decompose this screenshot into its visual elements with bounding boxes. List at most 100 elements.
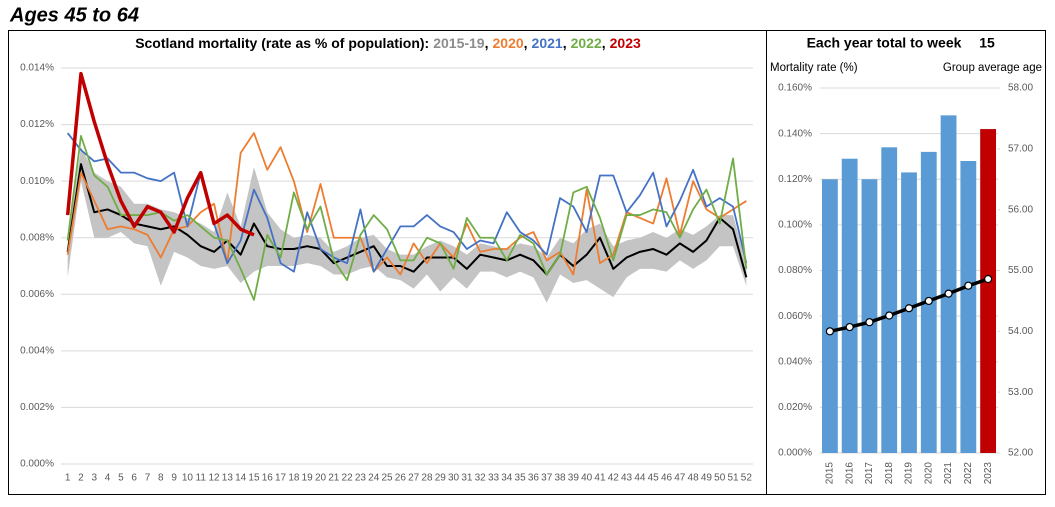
age-marker [924,296,933,306]
x-tick-label: 23 [355,473,367,484]
x-tick-label: 2021 [943,462,954,485]
x-tick-label: 6 [131,473,137,484]
x-tick-label: 21 [328,473,340,484]
x-tick-label: 46 [661,473,673,484]
y2-tick-label: 58.00 [1008,83,1033,94]
bar [881,147,898,453]
bar [901,172,917,453]
x-tick-label: 30 [448,473,460,484]
age-marker [944,289,953,298]
x-tick-label: 2018 [884,462,895,485]
age-marker [825,327,834,336]
title-text: Scotland mortality (rate as % of populat… [135,35,429,51]
x-tick-label: 5 [118,473,124,484]
legend-entry: 2020 [493,35,524,51]
right-frame [766,30,1046,495]
x-tick-label: 25 [381,473,393,484]
x-tick-label: 29 [435,473,447,484]
x-tick-label: 47 [674,473,686,484]
y-tick-label: 0.000% [20,459,54,470]
x-tick-label: 12 [208,473,220,484]
age-marker [865,318,874,327]
x-tick-label: 50 [714,473,726,484]
x-tick-label: 27 [408,473,420,484]
x-tick-label: 35 [515,473,527,484]
x-tick-label: 11 [196,473,207,484]
bar [940,115,957,453]
y-tick-label: 0.004% [20,345,54,356]
bar [980,129,997,453]
x-tick-label: 20 [315,473,327,484]
x-tick-label: 37 [541,473,553,484]
legend-entry: 2015-19 [433,35,485,51]
x-tick-label: 26 [395,473,407,484]
series-line [66,132,748,273]
x-tick-label: 17 [275,473,287,484]
legend-entry: 2022 [571,35,602,51]
x-tick-label: 2017 [864,462,875,485]
x-tick-label: 14 [235,473,247,484]
y2-axis-title: Group average age [943,62,1042,74]
x-tick-label: 39 [568,473,580,484]
x-tick-label: 43 [621,473,633,484]
bar [841,158,858,453]
y-tick-label: 0.002% [20,402,54,413]
x-tick-label: 8 [158,473,164,484]
x-tick-label: 2020 [923,462,934,485]
age-marker [964,281,973,290]
x-tick-label: 4 [105,473,111,484]
y-tick-label: 0.120% [778,174,812,185]
x-tick-label: 18 [288,473,300,484]
y2-tick-label: 52.00 [1008,448,1033,459]
bar [861,179,878,453]
y2-tick-label: 55.00 [1008,265,1033,276]
y2-tick-label: 53.00 [1008,387,1033,398]
y2-tick-label: 56.00 [1008,204,1033,215]
x-tick-label: 2019 [904,462,915,485]
x-tick-label: 45 [648,473,660,484]
x-tick-label: 13 [222,473,234,484]
age-marker [885,311,894,320]
x-tick-label: 22 [342,473,354,484]
age-marker [845,322,854,332]
y2-tick-label: 54.00 [1008,326,1033,337]
bar [821,179,838,453]
y-tick-label: 0.060% [778,311,812,322]
chart-title: Each year total to week [807,35,962,51]
y-tick-label: 0.010% [20,176,54,187]
x-tick-label: 2016 [844,462,855,485]
x-tick-label: 32 [475,473,487,484]
x-tick-label: 1 [65,473,71,484]
x-tick-label: 24 [368,473,380,484]
x-tick-label: 52 [741,473,753,484]
y-tick-label: 0.160% [778,83,812,94]
x-tick-label: 49 [701,473,713,484]
y-tick-label: 0.040% [778,356,812,367]
x-tick-label: 31 [461,473,473,484]
x-tick-label: 33 [488,473,500,484]
x-tick-label: 2022 [963,462,974,485]
x-tick-label: 40 [581,473,593,484]
x-tick-label: 34 [501,473,513,484]
y-tick-label: 0.012% [20,119,54,130]
y2-tick-label: 57.00 [1008,143,1033,154]
x-tick-label: 10 [182,473,194,484]
y-tick-label: 0.006% [20,289,54,300]
chart-title: Scotland mortality (rate as % of populat… [135,35,641,51]
x-tick-label: 2023 [983,462,994,485]
x-tick-label: 51 [727,473,739,484]
x-tick-label: 36 [528,473,540,484]
x-tick-label: 2015 [825,462,836,485]
legend-entry: 2021 [532,35,563,51]
x-tick-label: 38 [554,473,566,484]
legend-separator: , [524,35,528,51]
x-tick-label: 42 [608,473,620,484]
legend-separator: , [563,35,567,51]
page-title: Ages 45 to 64 [9,4,139,26]
x-tick-label: 3 [91,473,97,484]
y-tick-label: 0.014% [20,63,54,74]
y-tick-label: 0.008% [20,232,54,243]
legend-separator: , [602,35,606,51]
legend-separator: , [485,35,489,51]
